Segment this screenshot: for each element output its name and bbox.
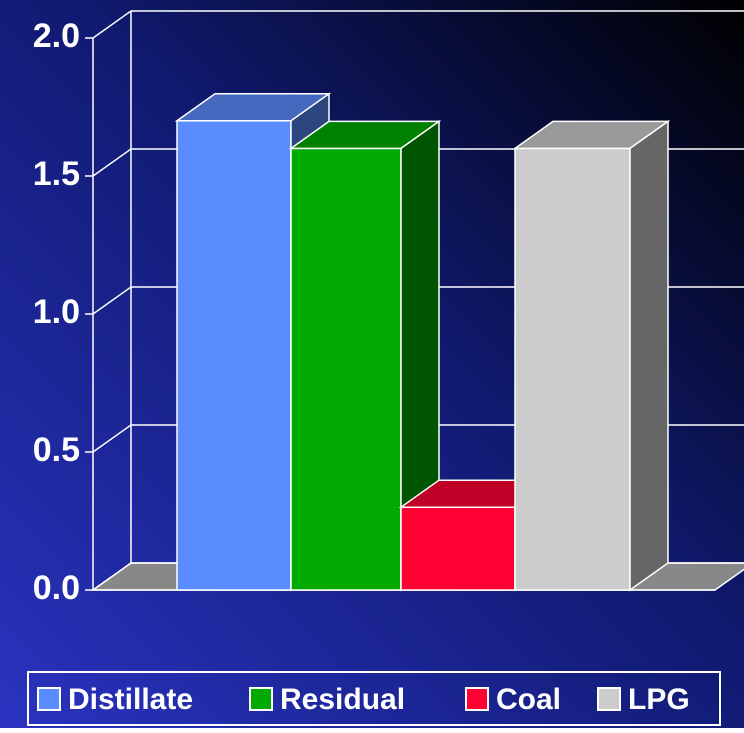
grid-line	[92, 148, 132, 177]
y-tick-label: 1.0	[33, 293, 80, 331]
bar-front	[514, 147, 631, 591]
bar-side	[629, 119, 669, 592]
legend-label: Distillate	[68, 683, 193, 716]
y-tick-label: 0.5	[33, 431, 80, 469]
legend-swatch	[465, 687, 489, 711]
bar-front	[290, 147, 402, 591]
grid-line	[92, 424, 132, 453]
bar-front	[400, 506, 516, 591]
legend-label: LPG	[628, 683, 690, 716]
legend-frame	[27, 671, 721, 726]
bar-front	[176, 120, 292, 591]
grid-line	[92, 10, 132, 39]
grid-line	[92, 562, 132, 591]
grid-line	[92, 286, 132, 315]
legend-swatch	[37, 687, 61, 711]
legend-swatch	[597, 687, 621, 711]
legend-swatch	[249, 687, 273, 711]
y-tick-label: 2.0	[33, 17, 80, 55]
legend-label: Residual	[280, 683, 405, 716]
legend-label: Coal	[496, 683, 561, 716]
y-tick-label: 1.5	[33, 155, 80, 193]
y-tick-label: 0.0	[33, 569, 80, 607]
